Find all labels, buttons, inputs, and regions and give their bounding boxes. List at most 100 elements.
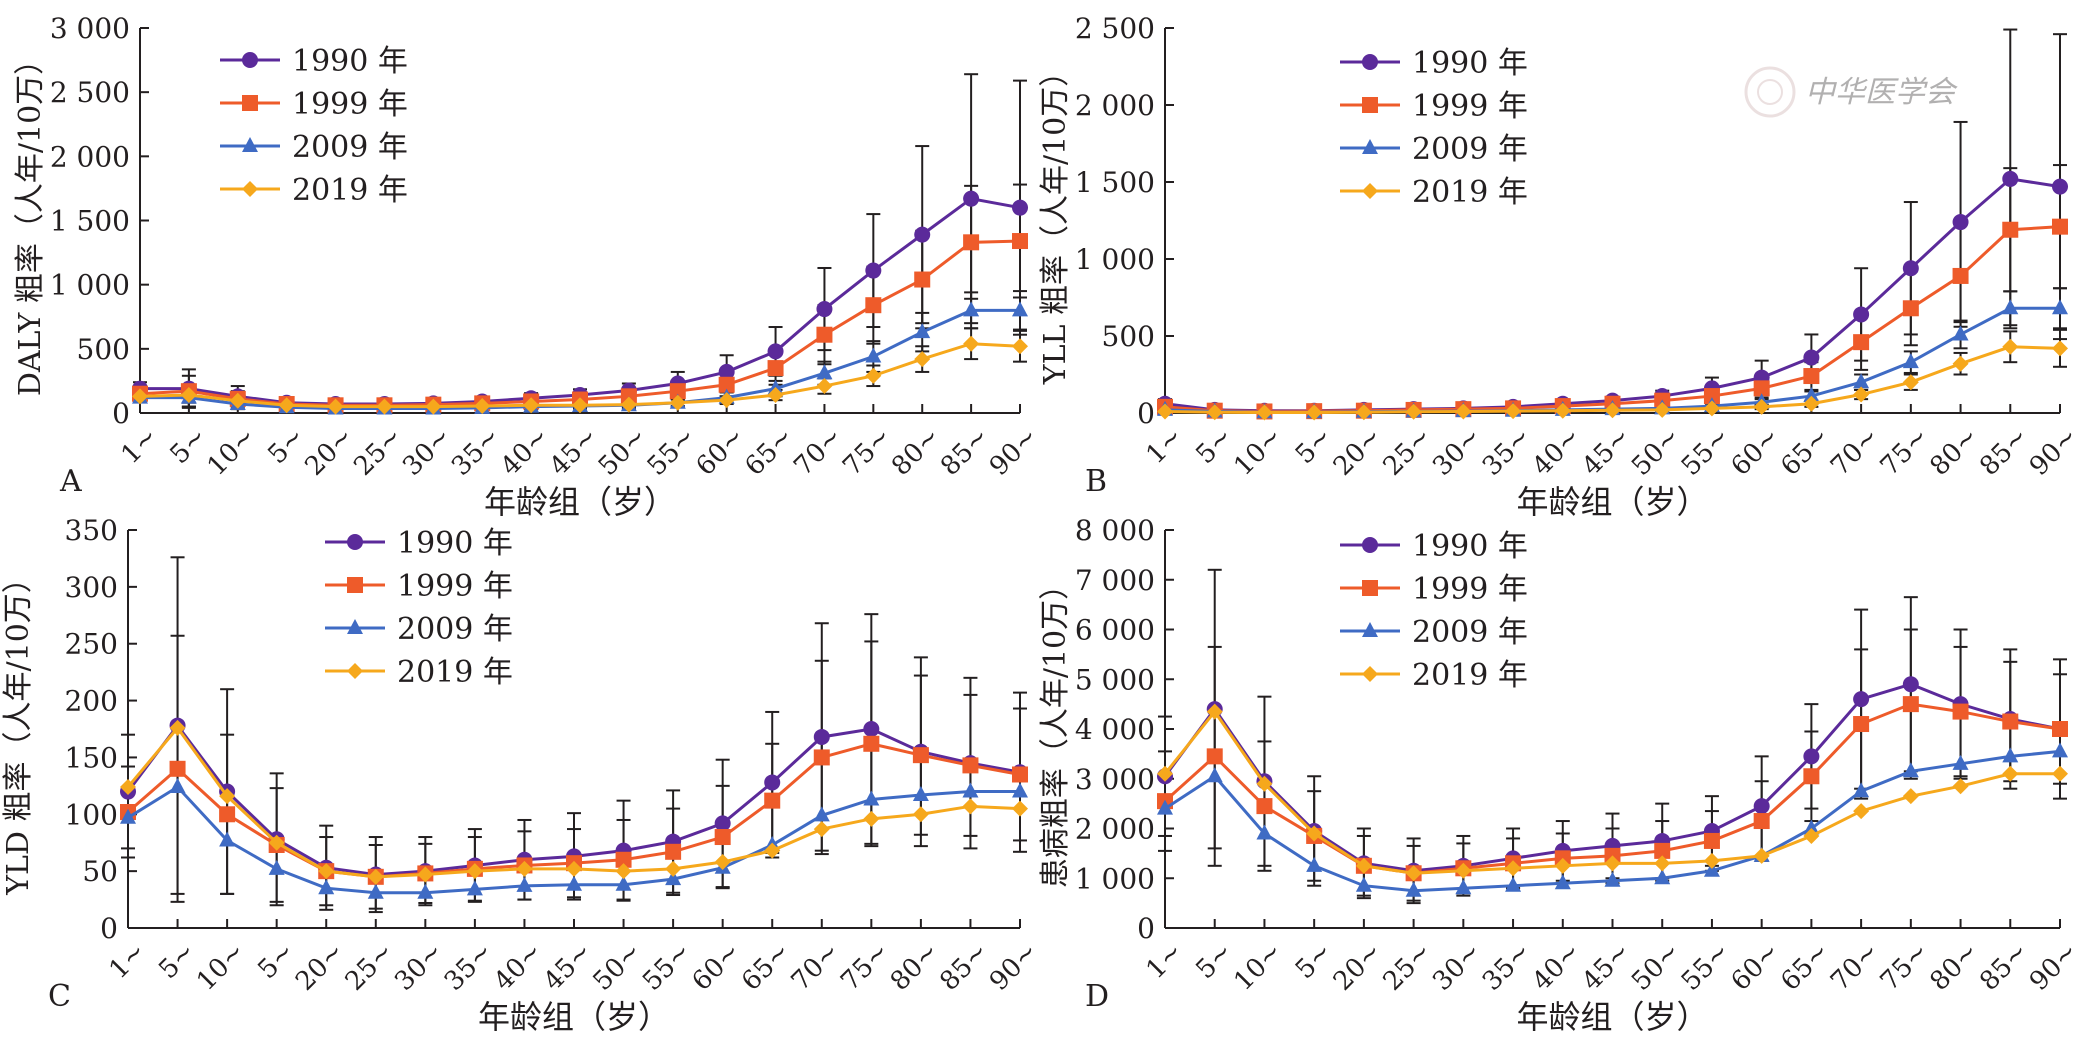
data-point: [2052, 721, 2068, 737]
data-point: [2052, 218, 2068, 235]
legend-marker: [1362, 580, 1378, 596]
data-point: [1902, 762, 1919, 778]
x-tick-label: 75~: [1875, 422, 1935, 482]
x-tick-label: 55~: [637, 937, 697, 997]
data-point: [1654, 842, 1671, 859]
x-tick-label: 20~: [300, 422, 360, 482]
data-point: [1753, 847, 1770, 864]
data-point: [523, 397, 540, 414]
series-line: [139, 239, 1021, 407]
x-axis-title: 年龄组（岁）: [484, 483, 676, 521]
data-point: [1306, 404, 1323, 421]
data-point: [1902, 260, 1919, 277]
data-point: [367, 883, 384, 899]
x-tick-label: 20~: [1328, 937, 1388, 997]
y-tick-label: 100: [65, 798, 118, 831]
y-tick-label: 1 500: [1075, 166, 1155, 199]
data-point: [962, 798, 979, 815]
data-point: [914, 351, 931, 368]
legend-label: 2019 年: [1412, 658, 1528, 693]
data-point: [1654, 869, 1671, 885]
data-point: [963, 301, 980, 317]
data-point: [813, 821, 830, 838]
x-tick-label: 20~: [290, 937, 350, 997]
data-point: [1654, 401, 1671, 418]
data-point: [1753, 380, 1770, 397]
x-tick-label: 25~: [348, 422, 408, 482]
legend-label: 2009 年: [1412, 615, 1528, 650]
x-tick-label: 90~: [2024, 422, 2078, 482]
x-tick-label: 10~: [1228, 422, 1288, 482]
data-point: [914, 323, 931, 339]
x-tick-label: 70~: [1825, 937, 1885, 997]
y-axis-title: YLL 粗率（人年/10万）: [1038, 57, 1073, 385]
data-point: [718, 363, 735, 380]
x-tick-label: 40~: [1527, 937, 1587, 997]
x-tick-label: 55~: [1676, 422, 1736, 482]
x-tick-label: 35~: [446, 422, 506, 482]
data-point: [1405, 881, 1422, 897]
legend-label: 2019 年: [292, 173, 408, 208]
data-point: [1803, 748, 1820, 765]
data-point: [367, 868, 384, 885]
data-point: [376, 398, 393, 415]
x-tick-label: 60~: [687, 937, 747, 997]
data-point: [417, 883, 434, 899]
data-point: [620, 396, 637, 413]
data-point: [813, 806, 830, 822]
legend-label: 1999 年: [292, 87, 408, 122]
data-point: [2002, 299, 2019, 315]
data-point: [865, 347, 882, 363]
data-point: [2002, 221, 2019, 238]
data-point: [318, 863, 335, 880]
panel-label: C: [48, 979, 71, 1014]
data-point: [1604, 402, 1621, 419]
data-point: [1703, 861, 1720, 877]
x-tick-label: 55~: [642, 422, 702, 482]
x-tick-label: 40~: [1527, 422, 1587, 482]
legend-marker: [347, 577, 363, 593]
data-point: [1853, 803, 1870, 820]
legend-label: 2009 年: [1412, 132, 1528, 167]
legend-marker: [1362, 97, 1378, 113]
y-tick-label: 2 000: [1075, 813, 1155, 846]
data-point: [963, 234, 980, 251]
data-point: [1455, 403, 1472, 420]
x-tick-label: 45~: [1576, 937, 1636, 997]
x-tick-label: 65~: [740, 422, 800, 482]
data-point: [1157, 403, 1173, 420]
data-point: [1952, 703, 1969, 720]
data-point: [767, 343, 784, 360]
data-point: [169, 719, 186, 736]
data-point: [219, 806, 236, 823]
data-point: [863, 721, 880, 737]
x-tick-label: 10~: [202, 422, 262, 482]
data-point: [169, 760, 186, 777]
legend-label: 2019 年: [1412, 175, 1528, 210]
y-tick-label: 2 000: [50, 140, 130, 173]
y-tick-label: 7 000: [1075, 564, 1155, 597]
x-tick-label: 35~: [1477, 422, 1537, 482]
data-point: [2052, 742, 2068, 758]
legend-marker: [1362, 54, 1378, 70]
data-point: [2002, 765, 2019, 782]
data-point: [1554, 874, 1571, 890]
data-point: [767, 387, 784, 404]
data-point: [1803, 819, 1820, 835]
x-tick-label: 45~: [538, 937, 598, 997]
data-point: [120, 808, 136, 824]
y-tick-label: 3 000: [1075, 763, 1155, 796]
x-tick-label: 50~: [593, 422, 653, 482]
data-point: [813, 728, 830, 745]
data-point: [669, 394, 686, 411]
data-point: [466, 863, 483, 880]
data-point: [1803, 349, 1820, 366]
data-point: [219, 788, 236, 805]
data-point: [1157, 765, 1173, 782]
y-tick-label: 2 000: [1075, 89, 1155, 122]
x-tick-label: 75~: [1875, 937, 1935, 997]
data-point: [1604, 871, 1621, 887]
x-axis-title: 年龄组（岁）: [478, 998, 670, 1036]
